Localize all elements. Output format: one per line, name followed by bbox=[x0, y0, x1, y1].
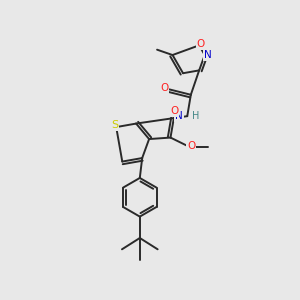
Text: O: O bbox=[196, 39, 205, 49]
Text: O: O bbox=[187, 142, 195, 152]
Text: S: S bbox=[111, 120, 118, 130]
Text: O: O bbox=[170, 106, 178, 116]
Text: O: O bbox=[160, 83, 168, 93]
Text: N: N bbox=[175, 111, 183, 121]
Text: H: H bbox=[192, 111, 199, 121]
Text: N: N bbox=[204, 50, 212, 60]
